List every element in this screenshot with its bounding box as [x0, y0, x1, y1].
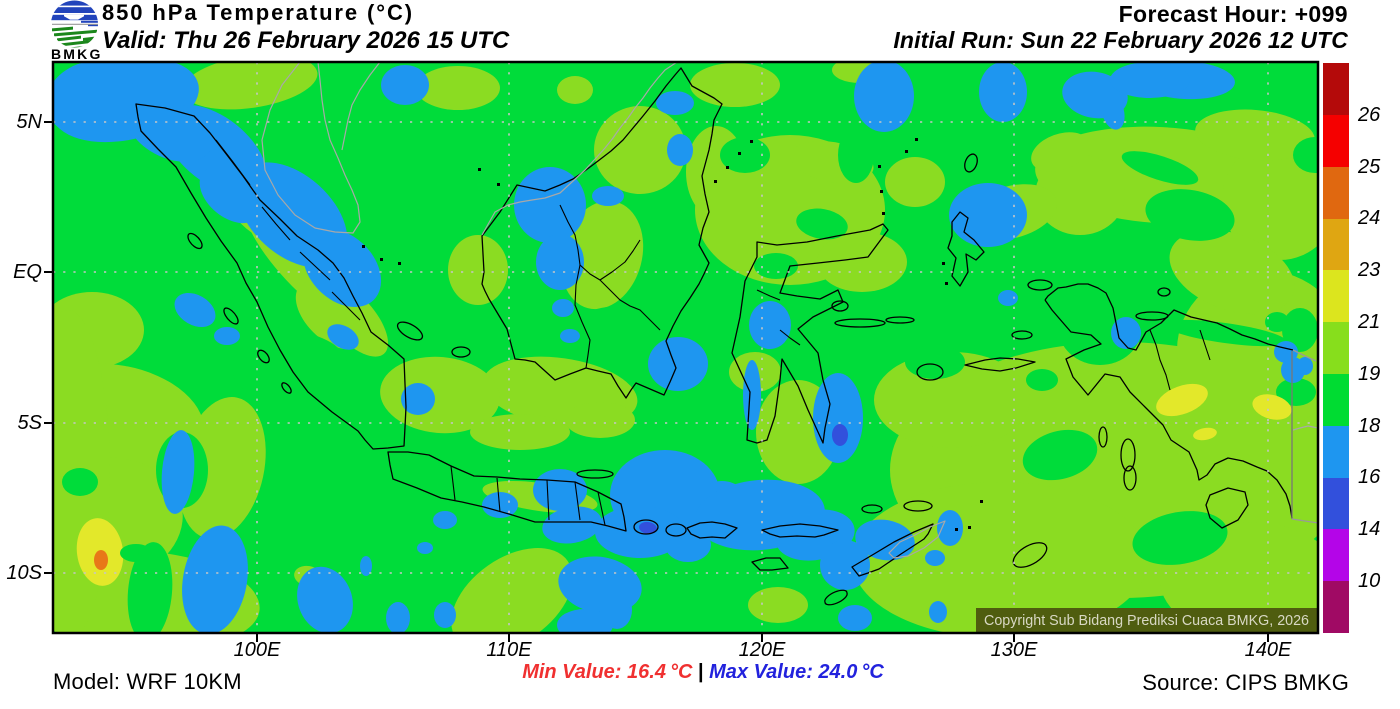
svg-text:Copyright Sub Bidang Prediksi: Copyright Sub Bidang Prediksi Cuaca BMKG… — [984, 613, 1309, 629]
